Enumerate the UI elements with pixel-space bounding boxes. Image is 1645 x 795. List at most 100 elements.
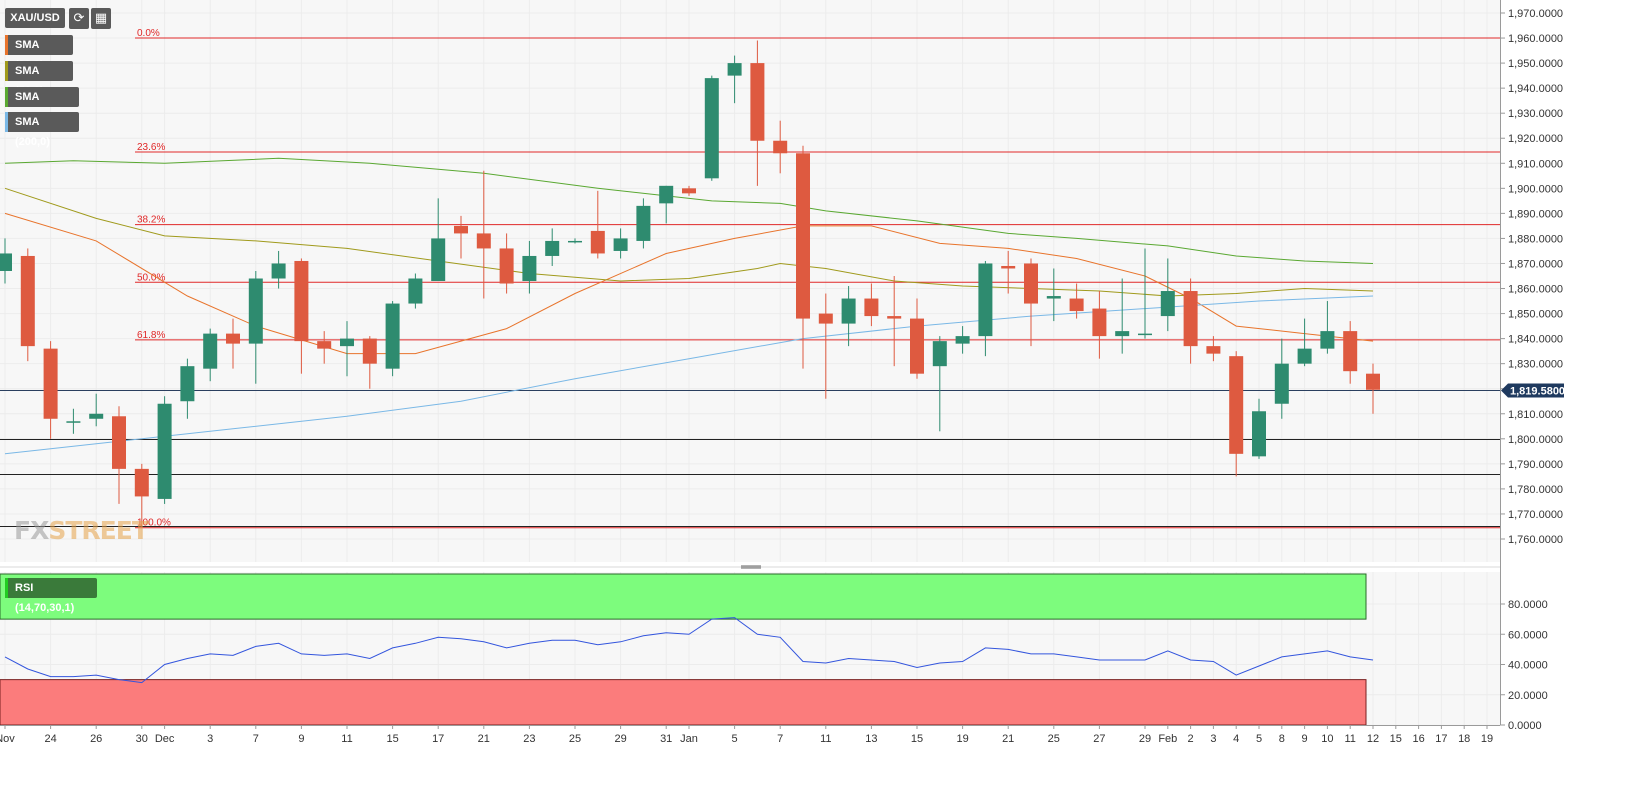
fib-label: 38.2% — [137, 215, 165, 226]
candle[interactable] — [704, 75, 719, 181]
candle[interactable] — [66, 408, 81, 434]
candle-body — [659, 185, 674, 204]
candle[interactable] — [659, 185, 674, 224]
rsi-line — [4, 617, 1374, 684]
candle[interactable] — [978, 260, 993, 357]
candle[interactable] — [864, 283, 879, 327]
candle[interactable] — [545, 228, 560, 266]
candle[interactable] — [887, 276, 902, 367]
candle[interactable] — [317, 331, 332, 364]
panel-resize-handle[interactable] — [741, 565, 761, 569]
candle[interactable] — [522, 240, 537, 294]
candle[interactable] — [134, 463, 149, 527]
candle[interactable] — [408, 273, 423, 309]
candle[interactable] — [568, 238, 582, 244]
candle[interactable] — [796, 145, 810, 369]
legend-sma-50[interactable]: SMA (50,0) — [5, 61, 73, 97]
candle[interactable] — [1297, 318, 1312, 367]
candle[interactable] — [385, 301, 400, 377]
legend-sma-200[interactable]: SMA (200,0) — [5, 112, 79, 148]
candle[interactable] — [157, 396, 172, 504]
candle[interactable] — [932, 336, 947, 432]
time-axis-label: 15 — [386, 733, 398, 745]
candle[interactable] — [248, 270, 263, 384]
candle[interactable] — [20, 248, 35, 362]
candle[interactable] — [773, 120, 788, 174]
legend-swatch — [5, 112, 8, 132]
candle-body — [476, 233, 491, 249]
calendar-icon[interactable]: ▦ — [91, 8, 111, 29]
candle[interactable] — [1138, 248, 1152, 339]
price-axis-label: 1,890.0000 — [1508, 208, 1563, 220]
candle[interactable] — [1001, 250, 1016, 294]
candle[interactable] — [1046, 268, 1061, 322]
candle[interactable] — [0, 238, 12, 284]
price-axis-label: 1,780.0000 — [1508, 484, 1563, 496]
candle[interactable] — [1115, 278, 1130, 354]
candle[interactable] — [43, 341, 58, 439]
candle[interactable] — [1024, 258, 1038, 347]
time-axis-label: 9 — [298, 733, 304, 745]
candle[interactable] — [1160, 258, 1175, 332]
candle[interactable] — [1320, 301, 1335, 354]
candle[interactable] — [180, 358, 195, 419]
candle-body — [1160, 291, 1175, 317]
candle[interactable] — [271, 250, 286, 289]
time-axis-label: 27 — [1093, 733, 1105, 745]
time-axis-label: 29 — [614, 733, 626, 745]
candle[interactable] — [1252, 398, 1266, 459]
legend-rsi[interactable]: RSI (14,70,30,1) — [5, 578, 97, 614]
candle-body — [20, 255, 35, 347]
candle[interactable] — [590, 190, 605, 259]
candle[interactable] — [613, 228, 628, 259]
candle[interactable] — [1229, 351, 1244, 477]
candle-body — [248, 278, 263, 344]
candle-body — [727, 63, 742, 76]
refresh-icon[interactable]: ⟳ — [69, 8, 89, 29]
candle[interactable] — [499, 233, 514, 294]
candle-body — [1138, 333, 1152, 336]
legend-sma-100[interactable]: SMA (100,0) — [5, 87, 79, 123]
candle[interactable] — [682, 185, 696, 196]
symbol-label: XAU/USD — [10, 12, 60, 24]
candle[interactable] — [1069, 283, 1084, 319]
candle[interactable] — [112, 406, 126, 504]
candle[interactable] — [340, 321, 354, 377]
candle[interactable] — [1274, 338, 1289, 419]
time-axis-label: 26 — [90, 733, 102, 745]
candle[interactable] — [750, 40, 765, 186]
time-axis-label: Nov — [0, 733, 15, 745]
candle[interactable] — [636, 198, 651, 249]
candle[interactable] — [362, 336, 377, 389]
time-axis-label: 15 — [1390, 733, 1402, 745]
symbol-button[interactable]: XAU/USD — [5, 8, 65, 28]
candle[interactable] — [476, 170, 491, 299]
candle[interactable] — [1366, 363, 1380, 414]
candle-body — [89, 413, 104, 419]
candle-body — [932, 341, 947, 367]
candle[interactable] — [818, 293, 833, 399]
candle[interactable] — [454, 215, 468, 259]
candle-body — [362, 338, 377, 364]
candle[interactable] — [294, 258, 309, 374]
candle[interactable] — [727, 55, 742, 104]
candle[interactable] — [1206, 336, 1221, 362]
candle[interactable] — [431, 198, 446, 282]
candle[interactable] — [1183, 278, 1198, 364]
candle[interactable] — [955, 326, 970, 354]
time-axis-label: 3 — [1210, 733, 1216, 745]
candle[interactable] — [226, 318, 240, 369]
candle[interactable] — [910, 298, 924, 379]
legend-sma-20[interactable]: SMA (20,0) — [5, 35, 73, 71]
candle-body — [522, 255, 537, 282]
time-axis-label: 31 — [660, 733, 672, 745]
fib-label: 23.6% — [137, 142, 165, 153]
candle[interactable] — [841, 286, 856, 347]
candle-body — [818, 313, 833, 324]
candle[interactable] — [89, 393, 104, 427]
candle[interactable] — [1092, 291, 1107, 359]
candle[interactable] — [203, 328, 218, 382]
candle[interactable] — [1343, 321, 1358, 384]
candle-body — [431, 238, 446, 282]
